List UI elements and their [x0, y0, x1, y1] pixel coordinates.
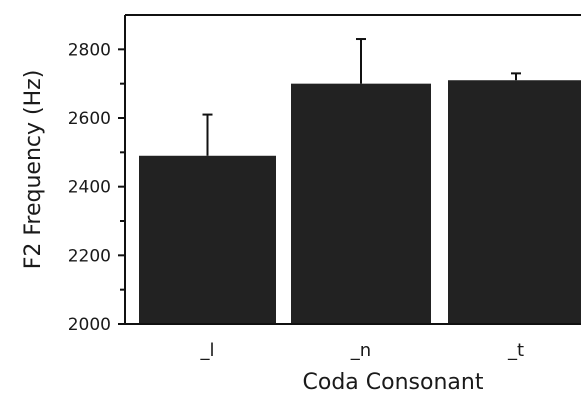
- x-category-label-l: _l: [199, 340, 214, 361]
- x-axis-title: Coda Consonant: [303, 370, 484, 394]
- y-axis-title: F2 Frequency (Hz): [21, 70, 46, 270]
- y-tick-label-2800: 2800: [68, 40, 111, 60]
- y-tick-label-2400: 2400: [68, 178, 111, 198]
- y-tick-label-2600: 2600: [68, 109, 111, 129]
- x-category-label-n: _n: [350, 340, 371, 361]
- y-tick-label-2200: 2200: [68, 246, 111, 266]
- bar-t: [448, 80, 581, 324]
- x-category-labels-group: _l _n _t: [199, 340, 524, 361]
- bars-group: [139, 80, 581, 325]
- y-tick-label-2000: 2000: [68, 315, 111, 335]
- error-bars-group: [202, 38, 521, 156]
- axes-group: [124, 14, 581, 325]
- y-ticks-group: 2000 2200 2400 2600 2800: [68, 40, 125, 335]
- bar-n: [291, 83, 431, 325]
- x-category-label-t: _t: [507, 340, 524, 361]
- bar-l: [139, 155, 276, 324]
